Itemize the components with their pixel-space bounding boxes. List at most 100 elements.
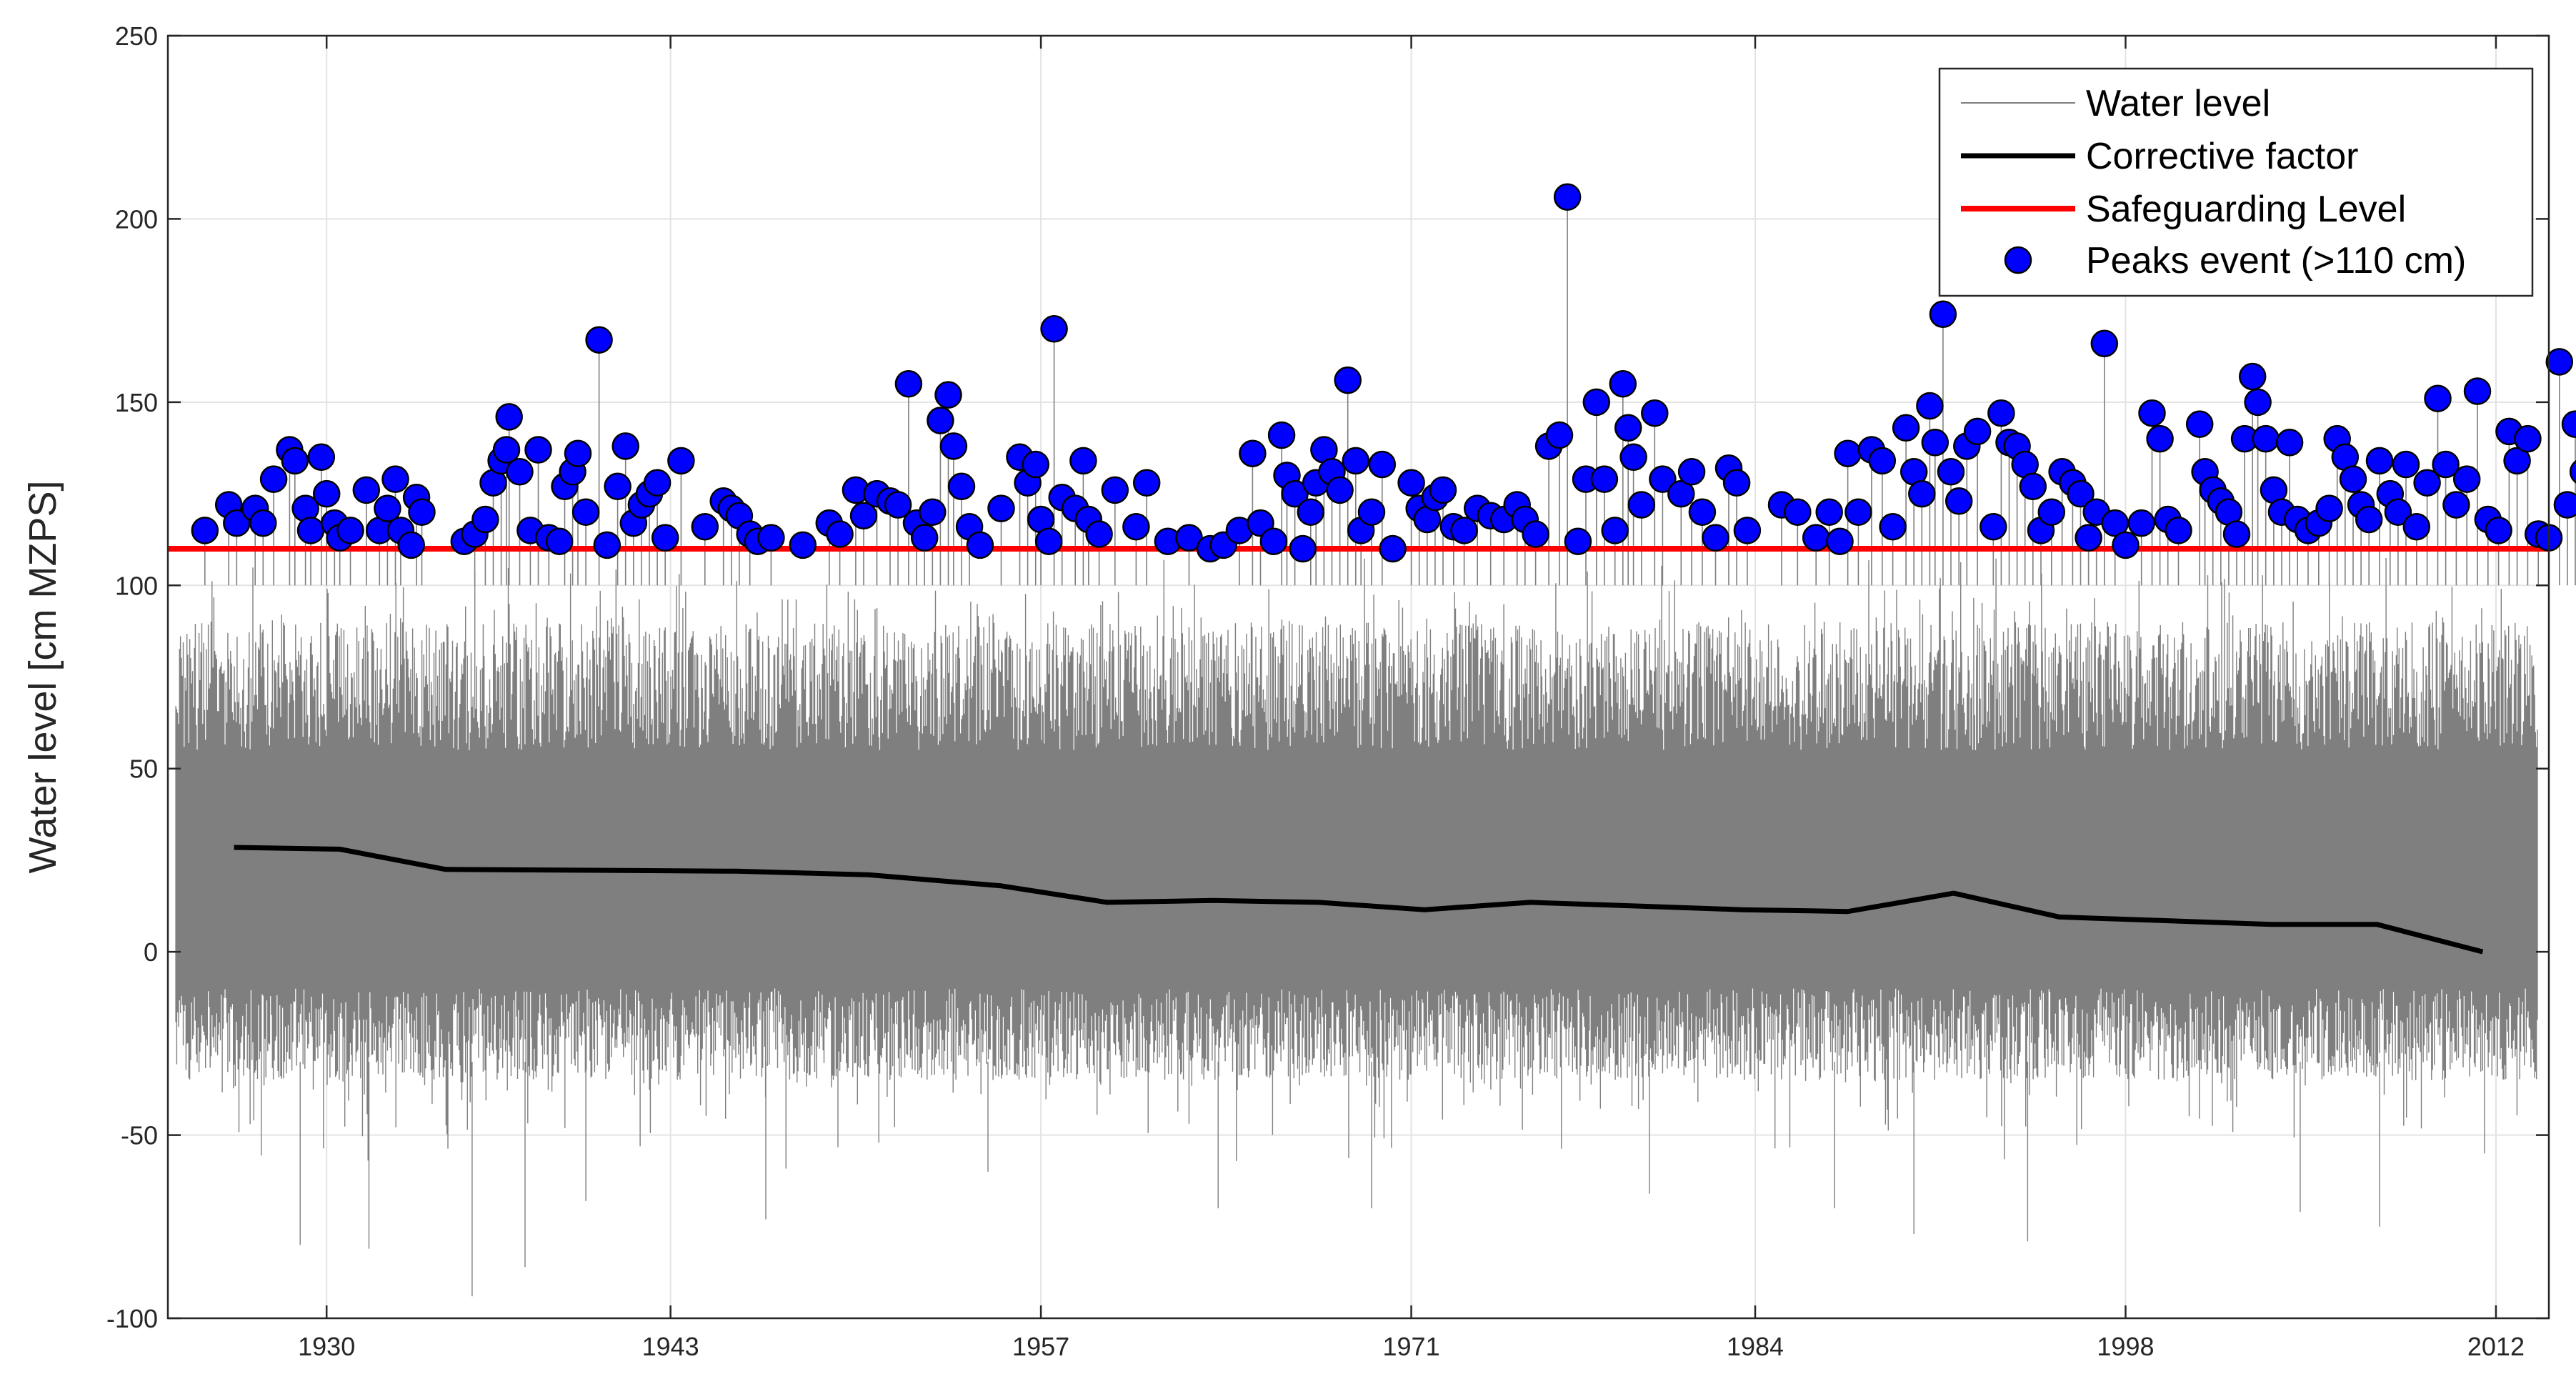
peak-marker [1834,439,1862,467]
peak-marker [1297,498,1325,526]
peak-marker [545,527,574,555]
peak-marker [1627,491,1656,519]
peak-marker [2315,494,2343,522]
plot-frame [166,34,2550,1320]
peak-marker [1802,524,1830,552]
peak-marker [1132,469,1161,497]
peak-marker [643,469,672,497]
peak-marker [1522,520,1549,548]
peak-marker [1641,399,1669,427]
peak-marker [934,381,962,409]
peak-marker [1649,465,1677,493]
peak-marker [894,369,923,398]
peak-marker [1963,417,1992,446]
peak-marker [352,476,381,504]
peak-marker [374,494,401,522]
peak-marker [1980,512,2007,541]
peak-marker [1609,369,1637,398]
peak-marker [2392,450,2420,479]
peak-marker [1868,447,1897,475]
peak-marker [571,498,600,526]
peak-marker [1667,479,1695,508]
y-tick-label: -100 [106,1304,158,1333]
peak-marker [2384,498,2412,526]
peak-marker [2252,424,2280,453]
legend-label-peaks-event: Peaks event (>110 cm) [2086,240,2466,282]
peak-marker [1289,534,1317,563]
peak-marker [966,531,994,559]
peak-marker [2463,377,2492,405]
peak-marker [2402,512,2431,541]
peak-marker [1281,479,1309,508]
peak-marker [1450,517,1478,544]
peak-marker [2185,410,2214,438]
peak-marker [564,439,592,467]
peak-marker [1259,527,1288,555]
peak-marker [312,479,341,508]
peak-marker [506,458,534,486]
peak-marker [667,447,695,475]
peak-marker [826,520,854,548]
peak-marker [651,524,679,552]
peak-marker [2553,491,2576,519]
peak-marker [1916,392,1944,420]
peak-marker [1239,439,1267,467]
y-axis: -100 -50 0 50 100 150 200 250 [106,21,2549,1333]
peak-marker [397,531,425,559]
peak-marker [1069,447,1097,475]
peak-marker [2165,517,2192,544]
peak-marker [1085,520,1113,548]
peak-marker [1702,524,1729,552]
peak-marker [1892,414,1920,442]
peak-marker [2090,329,2119,358]
peak-marker [1945,487,1973,515]
peak-marker [2432,450,2460,479]
peak-marker [585,326,613,354]
peak-marker [2339,465,2367,493]
peak-marker [2275,429,2304,457]
peak-marker [1987,399,2015,427]
peak-marker [1357,498,1386,526]
peak-marker [1619,443,1647,472]
peak-marker [910,524,939,552]
peak-marker [1267,421,1296,449]
peak-marker [249,509,277,537]
peak-marker [2146,424,2174,453]
x-tick-label: 1930 [298,1332,355,1361]
peak-marker [1590,465,1619,493]
peak-marker [2424,384,2452,412]
peak-marker [2019,472,2047,501]
peak-marker [2413,469,2441,497]
peak-marker [408,498,436,526]
peak-marker [2442,491,2470,519]
peak-marker [1908,479,1936,508]
peak-marker [2365,447,2394,475]
peak-marker [1844,498,1872,526]
peak-marker [939,432,968,460]
peak-marker [2075,524,2102,552]
peak-marker [2244,388,2272,417]
peak-marker [1601,517,1629,544]
peak-marker [1582,388,1611,417]
legend-box [1938,67,2534,297]
legend-swatch-peaks-event [2004,246,2032,274]
peak-marker [2485,517,2512,544]
peak-marker [1122,512,1150,541]
peak-marker [1379,534,1407,563]
peak-marker [1553,183,1582,211]
y-tick-label: 250 [115,21,158,51]
peak-marker [1101,476,1129,504]
peak-marker [2569,459,2576,484]
y-axis-title: Water level [cm MZPS] [21,480,64,873]
peak-marker [336,517,364,544]
y-tick-label: 150 [115,388,158,417]
peak-marker [1929,300,1957,329]
y-tick-label: -50 [121,1121,158,1150]
peak-marker [2067,479,2095,508]
x-axis: 1930 1943 1957 1971 1984 1998 2012 [298,36,2525,1361]
peak-marker [381,465,409,493]
peak-marker [2112,531,2140,559]
peak-marker [2037,498,2066,526]
peak-marker [1368,450,1397,479]
